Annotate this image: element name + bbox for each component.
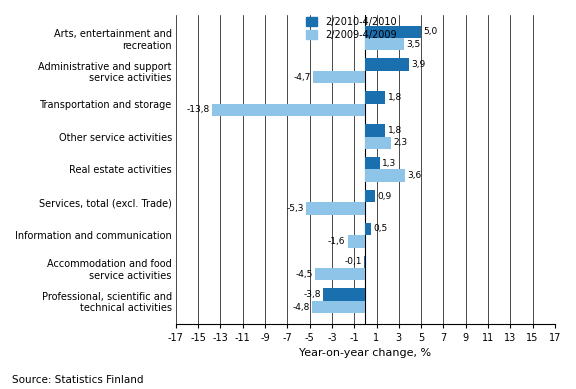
Bar	[365, 170, 406, 182]
Legend: 2/2010-4/2010, 2/2009-4/2009: 2/2010-4/2010, 2/2009-4/2009	[306, 17, 397, 40]
Text: 1,3: 1,3	[382, 159, 396, 168]
Bar	[365, 190, 376, 202]
Text: -0,1: -0,1	[344, 257, 362, 266]
Text: -4,5: -4,5	[295, 270, 313, 279]
Text: 0,9: 0,9	[378, 191, 392, 201]
Text: -4,8: -4,8	[292, 303, 310, 312]
Bar	[312, 301, 365, 314]
Text: 1,8: 1,8	[388, 126, 402, 135]
Text: Source: Statistics Finland: Source: Statistics Finland	[12, 375, 143, 385]
Text: 5,0: 5,0	[423, 27, 438, 36]
Text: -3,8: -3,8	[304, 290, 321, 299]
Bar	[323, 288, 365, 301]
Text: 3,9: 3,9	[411, 60, 425, 69]
Bar	[211, 104, 365, 116]
Text: -5,3: -5,3	[287, 204, 304, 213]
Bar	[347, 235, 365, 248]
Bar	[364, 256, 365, 268]
Text: -4,7: -4,7	[293, 73, 311, 82]
Bar	[365, 157, 380, 170]
Bar	[365, 58, 409, 71]
Text: 2,3: 2,3	[393, 138, 407, 147]
Bar	[306, 202, 365, 215]
Text: 3,5: 3,5	[407, 40, 421, 49]
Bar	[365, 38, 404, 51]
Text: -13,8: -13,8	[186, 105, 209, 114]
Text: 3,6: 3,6	[408, 171, 422, 180]
Bar	[313, 71, 365, 83]
Bar	[365, 124, 385, 137]
Bar	[365, 91, 385, 104]
Text: 1,8: 1,8	[388, 93, 402, 102]
Bar	[315, 268, 365, 280]
Bar	[365, 137, 391, 149]
X-axis label: Year-on-year change, %: Year-on-year change, %	[300, 349, 431, 358]
Bar	[365, 26, 421, 38]
Bar	[365, 223, 371, 235]
Text: -1,6: -1,6	[328, 237, 345, 246]
Text: 0,5: 0,5	[373, 224, 388, 233]
